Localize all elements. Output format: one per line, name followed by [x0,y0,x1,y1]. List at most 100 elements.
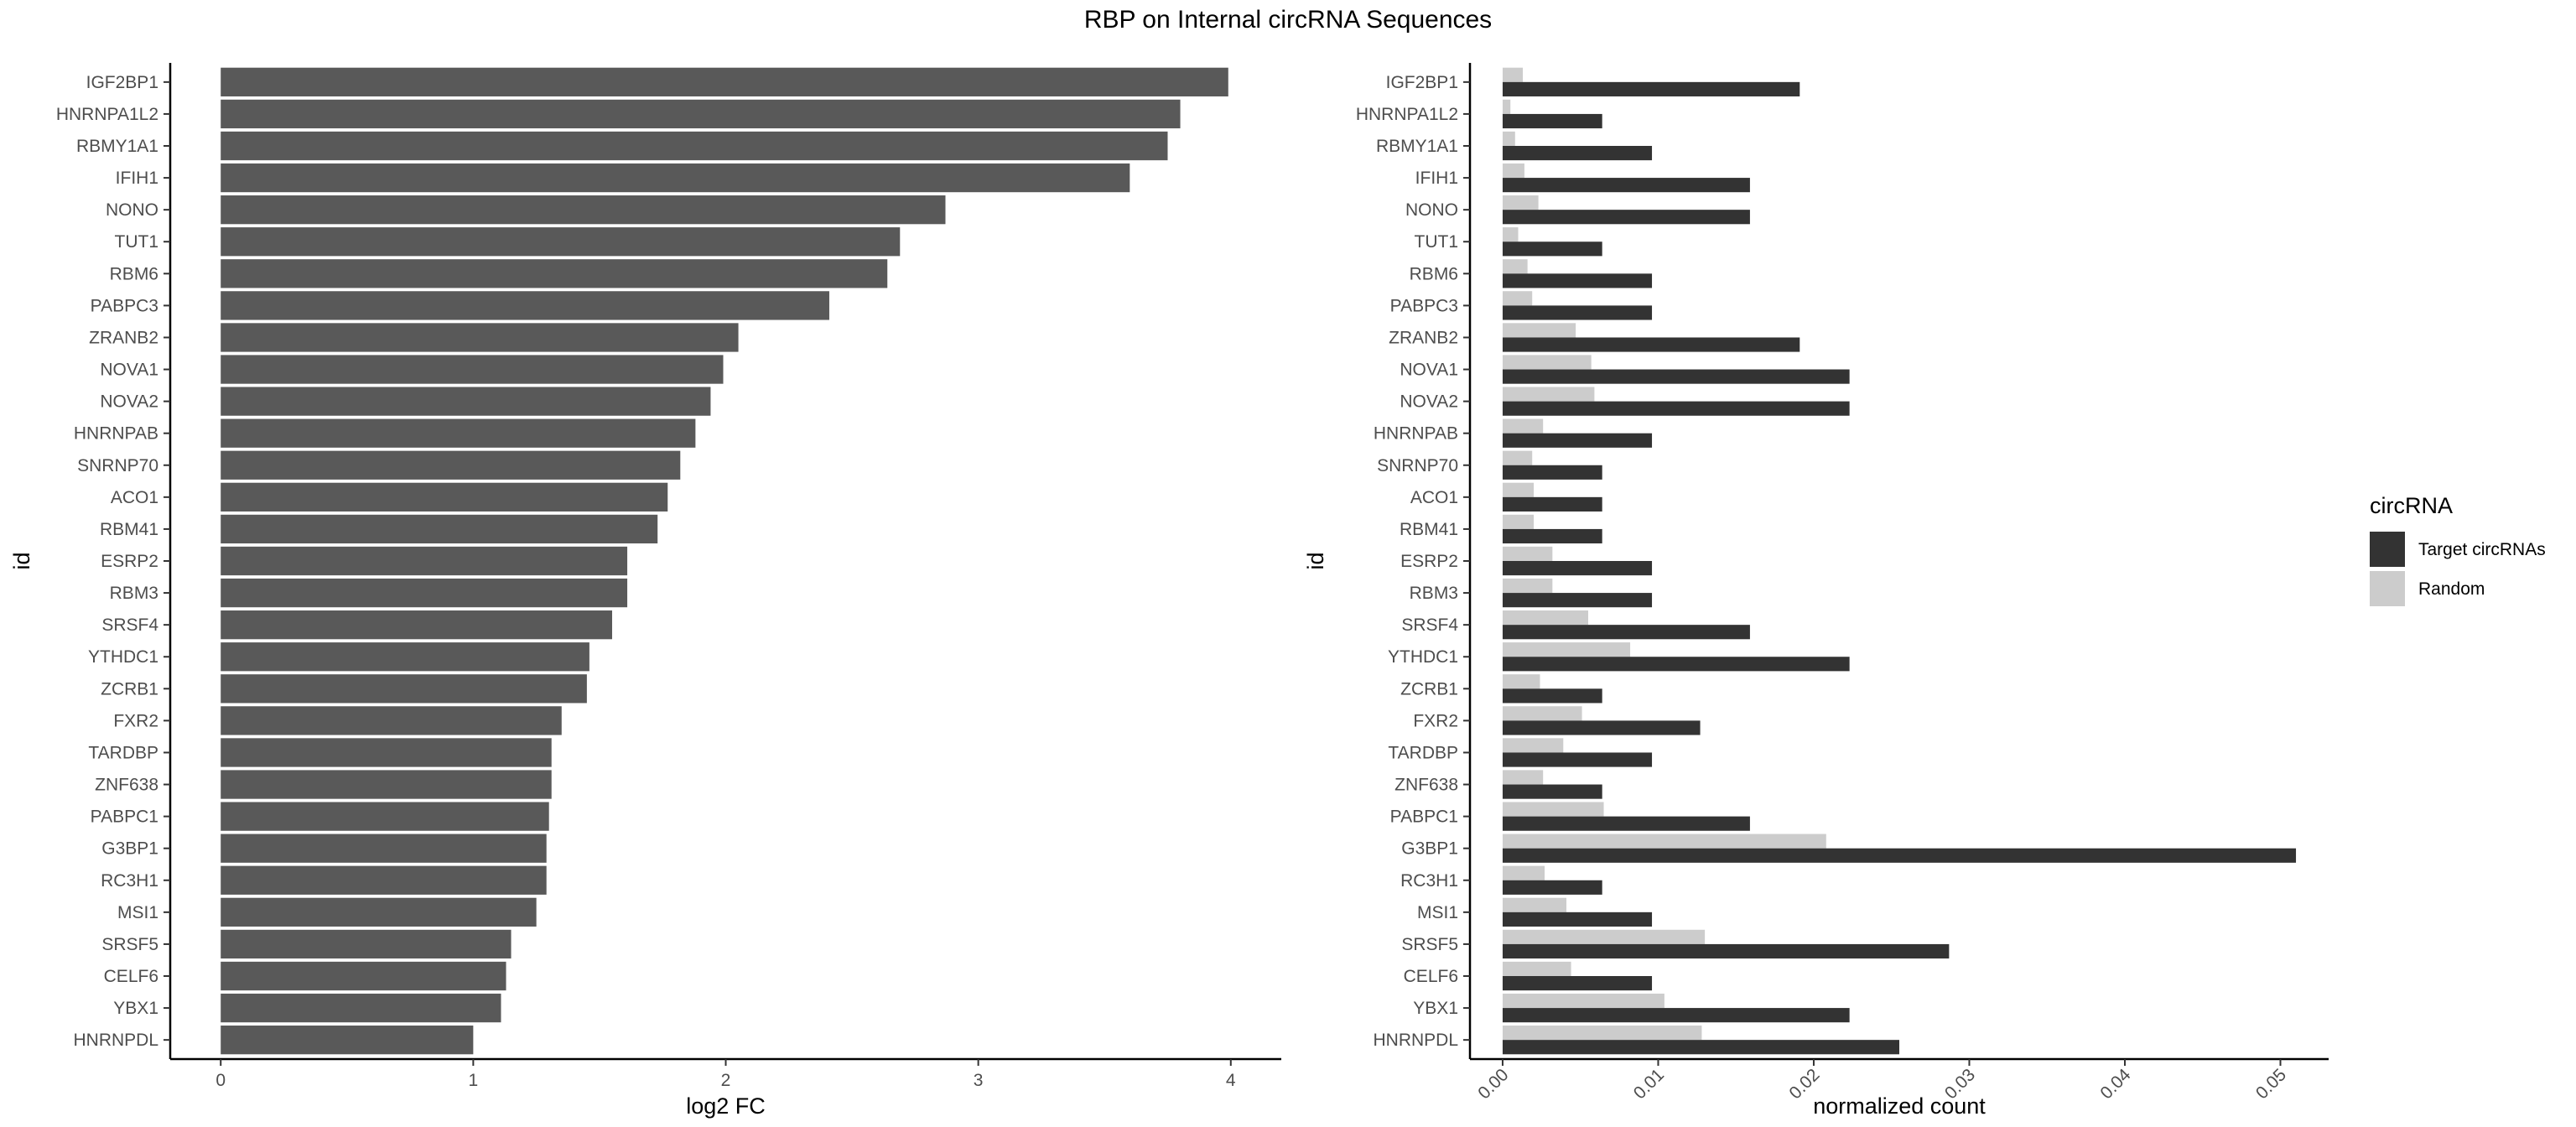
left-x-tick-label: 2 [721,1071,731,1090]
right-category-label: ZNF638 [1394,776,1458,795]
left-category-label: IFIH1 [116,169,158,188]
bar-log2fc [221,99,1181,129]
bar-log2fc [221,674,587,704]
legend: circRNA Target circRNAs Random [2370,493,2546,606]
left-category-label: G3BP1 [101,839,158,859]
right-category-label: RBM41 [1400,520,1458,539]
left-category-label: RBM3 [110,584,158,603]
bar-random [1502,546,1553,561]
bar-log2fc [221,67,1228,96]
right-category-label: YTHDC1 [1388,647,1458,667]
bar-target-circrnas [1502,146,1653,161]
left-category-label: SRSF5 [101,935,158,954]
bar-target-circrnas [1502,113,1602,129]
bar-target-circrnas [1502,401,1850,416]
bar-log2fc [221,163,1130,193]
bar-random [1502,770,1544,785]
right-category-label: RBM6 [1410,264,1458,283]
bar-random [1502,961,1571,976]
right-category-label: HNRNPA1L2 [1356,105,1458,124]
bar-target-circrnas [1502,943,1950,959]
left-category-label: YBX1 [113,999,158,1018]
bar-random [1502,706,1582,721]
bar-random [1502,418,1544,434]
bar-random [1502,993,1665,1009]
bar-log2fc [221,834,547,863]
bar-target-circrnas [1502,210,1750,225]
bar-target-circrnas [1502,433,1653,448]
bar-target-circrnas [1502,911,1653,927]
chart-title: RBP on Internal circRNA Sequences [1084,6,1492,34]
left-category-label: SNRNP70 [77,456,158,475]
bar-log2fc [221,291,829,320]
bar-log2fc [221,131,1168,161]
bar-target-circrnas [1502,305,1653,320]
right-x-axis-title: normalized count [1813,1093,1986,1119]
bar-target-circrnas [1502,561,1653,576]
bar-target-circrnas [1502,81,1800,96]
bar-log2fc [221,482,668,512]
left-category-label: RBM41 [100,520,158,539]
bar-target-circrnas [1502,816,1750,831]
bar-log2fc [221,1026,474,1055]
bar-log2fc [221,897,537,927]
left-category-label: PABPC1 [91,808,158,827]
bar-random [1502,834,1826,849]
left-category-label: YTHDC1 [88,647,158,667]
right-category-label: PABPC3 [1390,296,1458,315]
bar-random [1502,482,1535,497]
bar-target-circrnas [1502,976,1653,991]
bar-random [1502,99,1511,114]
bar-log2fc [221,546,628,576]
bar-log2fc [221,770,552,799]
right-category-label: ACO1 [1410,488,1458,507]
bar-random [1502,163,1524,179]
bar-log2fc [221,993,501,1023]
bar-random [1502,355,1592,370]
bar-target-circrnas [1502,1008,1850,1023]
bar-log2fc [221,259,888,288]
left-panel-log2fc: IGF2BP1 HNRNPA1L2 RBMY1A1 IFIH1 NONO TUT1 RBM6… [9,63,1281,1119]
right-category-label: ESRP2 [1400,552,1458,571]
bar-log2fc [221,865,547,895]
right-x-tick-label: 0.01 [1630,1065,1668,1103]
right-category-label: IGF2BP1 [1386,73,1458,92]
right-category-label: NONO [1405,200,1458,220]
left-category-label: ZNF638 [95,776,158,795]
legend-label-target: Target circRNAs [2418,540,2546,559]
left-category-label: RBMY1A1 [76,137,158,156]
bar-random [1502,897,1567,912]
left-category-label: NOVA2 [100,392,158,412]
bar-log2fc [221,355,724,384]
bar-log2fc [221,642,589,672]
bar-random [1502,387,1595,402]
bar-log2fc [221,578,628,608]
right-category-label: TUT1 [1415,232,1459,252]
bar-log2fc [221,387,711,416]
bar-random [1502,195,1539,210]
right-category-label: HNRNPDL [1373,1031,1458,1050]
bar-target-circrnas [1502,848,2297,863]
bar-random [1502,865,1545,880]
bar-random [1502,642,1631,657]
bar-random [1502,929,1706,944]
left-category-label: HNRNPDL [73,1031,158,1050]
right-x-tick-label: 0.05 [2252,1065,2290,1103]
left-category-label: IGF2BP1 [86,73,158,92]
right-category-label: FXR2 [1413,711,1458,730]
bar-random [1502,578,1553,594]
legend-key-target [2370,532,2405,567]
right-category-label: G3BP1 [1401,839,1458,859]
bar-target-circrnas [1502,688,1602,704]
bar-random [1502,450,1533,465]
left-category-label: ESRP2 [101,552,158,571]
bar-target-circrnas [1502,178,1750,193]
bar-random [1502,802,1604,817]
bar-log2fc [221,706,562,735]
bar-log2fc [221,961,506,991]
bar-random [1502,291,1533,306]
right-category-label: NOVA1 [1400,361,1458,380]
bar-log2fc [221,227,901,257]
bar-log2fc [221,802,549,831]
